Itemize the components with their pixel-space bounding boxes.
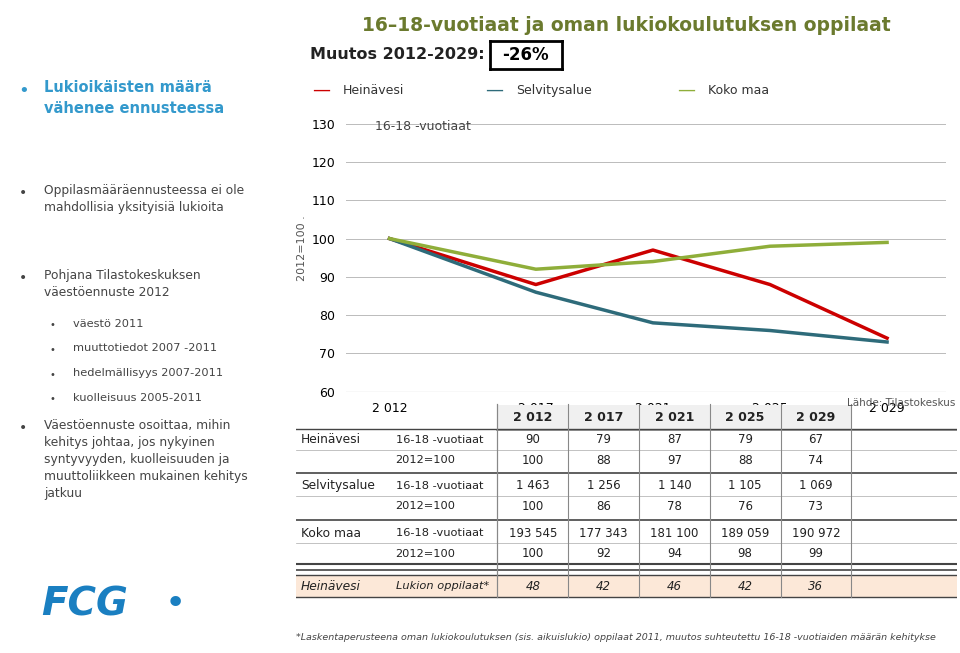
Text: 193 545: 193 545: [509, 527, 557, 540]
Text: 92: 92: [596, 547, 612, 560]
Text: 16-18 -vuotiaat: 16-18 -vuotiaat: [374, 119, 470, 133]
Text: 74: 74: [808, 454, 824, 466]
Bar: [780, 404, 852, 430]
Text: •: •: [50, 370, 56, 379]
Text: Lähde: Tilastokeskus: Lähde: Tilastokeskus: [847, 398, 955, 408]
Text: 181 100: 181 100: [650, 527, 699, 540]
Text: 42: 42: [596, 580, 612, 593]
Text: 79: 79: [737, 434, 753, 446]
Text: Pohjana Tilastokeskuksen
väestöennuste 2012: Pohjana Tilastokeskuksen väestöennuste 2…: [44, 269, 201, 299]
Text: 177 343: 177 343: [579, 527, 628, 540]
Text: väestö 2011: väestö 2011: [73, 319, 144, 328]
Text: 16-18 -vuotiaat: 16-18 -vuotiaat: [396, 481, 483, 491]
Text: Oppilasmääräennusteessa ei ole
mahdollisia yksityisiä lukioita: Oppilasmääräennusteessa ei ole mahdollis…: [44, 184, 244, 214]
Text: Selvitysalue: Selvitysalue: [516, 84, 592, 97]
Text: 2 017: 2 017: [584, 411, 623, 424]
Text: 1 463: 1 463: [516, 479, 550, 492]
Text: Muutos 2012-2029:: Muutos 2012-2029:: [310, 47, 485, 62]
Text: Lukioikäisten määrä
vähenee ennusteessa: Lukioikäisten määrä vähenee ennusteessa: [44, 80, 224, 116]
Text: 2012=100: 2012=100: [396, 549, 456, 558]
Text: •: •: [165, 587, 186, 621]
Text: 46: 46: [667, 580, 682, 593]
Text: 87: 87: [667, 434, 682, 446]
Text: Heinävesi: Heinävesi: [343, 84, 404, 97]
Bar: [296, 575, 957, 597]
Text: •: •: [19, 271, 28, 285]
Text: •: •: [19, 421, 28, 435]
Bar: [709, 404, 780, 430]
Text: 90: 90: [525, 434, 540, 446]
Text: 78: 78: [667, 500, 682, 513]
Text: —: —: [312, 81, 330, 99]
Text: 2012=100: 2012=100: [396, 502, 456, 511]
Text: 100: 100: [521, 500, 544, 513]
Text: 86: 86: [596, 500, 611, 513]
Text: —: —: [485, 81, 503, 99]
Text: muuttotiedot 2007 -2011: muuttotiedot 2007 -2011: [73, 343, 217, 353]
Text: 1 069: 1 069: [799, 479, 832, 492]
Text: 67: 67: [808, 434, 824, 446]
Bar: [568, 404, 639, 430]
Text: 189 059: 189 059: [721, 527, 769, 540]
Text: 88: 88: [596, 454, 611, 466]
Y-axis label: 2012=100 .: 2012=100 .: [298, 215, 307, 281]
Text: 100: 100: [521, 454, 544, 466]
Text: 48: 48: [525, 580, 540, 593]
Text: •: •: [50, 345, 56, 355]
Text: Väestöennuste osoittaa, mihin
kehitys johtaa, jos nykyinen
syntyvyyden, kuolleis: Väestöennuste osoittaa, mihin kehitys jo…: [44, 419, 248, 500]
Text: •: •: [50, 320, 56, 330]
Text: 36: 36: [808, 580, 824, 593]
Text: •: •: [50, 394, 56, 404]
Text: •: •: [19, 186, 28, 200]
Text: *Laskentaperusteena oman lukiokoulutuksen (sis. aikuislukio) oppilaat 2011, muut: *Laskentaperusteena oman lukiokoulutukse…: [296, 633, 936, 643]
Text: 1 140: 1 140: [658, 479, 691, 492]
Text: 99: 99: [808, 547, 824, 560]
Text: 42: 42: [737, 580, 753, 593]
Text: 2 012: 2 012: [513, 411, 553, 424]
Text: Heinävesi: Heinävesi: [301, 580, 361, 593]
Bar: [639, 404, 709, 430]
Bar: [497, 404, 568, 430]
Text: 16-18 -vuotiaat: 16-18 -vuotiaat: [396, 528, 483, 538]
Text: 2 025: 2 025: [726, 411, 765, 424]
Text: Koko maa: Koko maa: [301, 527, 361, 540]
Text: hedelmällisyys 2007-2011: hedelmällisyys 2007-2011: [73, 368, 224, 378]
Text: 2 021: 2 021: [655, 411, 694, 424]
Text: 2 029: 2 029: [796, 411, 835, 424]
Text: 190 972: 190 972: [792, 527, 840, 540]
Text: —: —: [677, 81, 695, 99]
Text: 76: 76: [737, 500, 753, 513]
Text: 88: 88: [737, 454, 753, 466]
Text: 100: 100: [521, 547, 544, 560]
Text: 16–18-vuotiaat ja oman lukiokoulutuksen oppilaat: 16–18-vuotiaat ja oman lukiokoulutuksen …: [362, 16, 891, 35]
Text: 97: 97: [667, 454, 682, 466]
Text: kuolleisuus 2005-2011: kuolleisuus 2005-2011: [73, 393, 203, 403]
Text: 98: 98: [737, 547, 753, 560]
Text: 1 256: 1 256: [587, 479, 620, 492]
Text: 16-18 -vuotiaat: 16-18 -vuotiaat: [396, 435, 483, 445]
Text: •: •: [18, 82, 29, 100]
Text: -26%: -26%: [502, 46, 549, 64]
Text: Heinävesi: Heinävesi: [301, 434, 361, 446]
Text: 2012=100: 2012=100: [396, 455, 456, 465]
Text: Selvitysalue: Selvitysalue: [301, 479, 374, 492]
Text: 79: 79: [596, 434, 612, 446]
Text: FCG: FCG: [41, 585, 128, 623]
Text: Lukion oppilaat*: Lukion oppilaat*: [396, 581, 489, 591]
Text: 1 105: 1 105: [729, 479, 762, 492]
Text: 73: 73: [808, 500, 824, 513]
Text: 94: 94: [667, 547, 682, 560]
Text: Koko maa: Koko maa: [708, 84, 770, 97]
